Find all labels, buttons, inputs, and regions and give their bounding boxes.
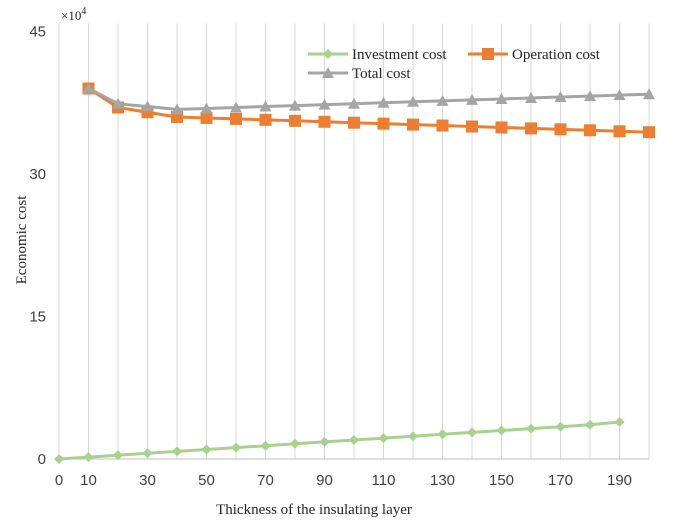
total-cost-point: [525, 92, 537, 103]
legend-item-total-cost: Total cost: [308, 66, 411, 82]
investment-cost-point: [83, 452, 94, 463]
total-cost-point: [407, 95, 419, 107]
total-cost-line: [87, 87, 650, 111]
y-tick-label: 15: [29, 309, 46, 326]
investment-cost-series: [54, 416, 625, 464]
x-axis-title: Thickness of the insulating layer: [216, 502, 412, 518]
x-tick-label: 30: [139, 472, 156, 489]
x-tick-label: 110: [372, 472, 396, 489]
total-cost-point: [171, 103, 183, 115]
x-tick-label: 170: [548, 472, 573, 489]
operation-cost-point: [318, 115, 331, 128]
x-tick-label: 150: [489, 472, 514, 489]
total-cost-point: [466, 93, 478, 105]
operation-cost-point: [613, 125, 626, 138]
operation-cost-point: [436, 119, 449, 132]
x-tick-label: 70: [257, 472, 274, 489]
operation-cost-point: [554, 123, 567, 136]
operation-cost-point: [230, 112, 242, 125]
investment-cost-point: [437, 429, 448, 440]
total-cost-point: [495, 92, 508, 104]
operation-cost-point: [259, 113, 272, 126]
total-cost-series: [82, 82, 655, 115]
operation-cost-point: [525, 122, 537, 135]
operation-cost-series: [82, 82, 655, 139]
total-cost-point: [613, 89, 626, 101]
total-cost-point: [584, 90, 596, 102]
y-multiplier-label: ×104: [61, 6, 86, 23]
investment-cost-point: [555, 421, 566, 432]
total-cost-point: [230, 101, 242, 113]
total-cost-point: [141, 100, 154, 112]
investment-cost-point: [201, 444, 212, 455]
investment-cost-point: [526, 423, 536, 434]
investment-cost-point: [142, 448, 153, 459]
legend: Investment cost Operation cost Total cost: [308, 47, 601, 82]
operation-cost-point: [377, 117, 390, 130]
investment-cost-point: [496, 425, 507, 436]
investment-cost-point: [260, 440, 271, 451]
total-cost-point: [377, 96, 390, 108]
investment-cost-point: [172, 446, 182, 457]
legend-label: Operation cost: [512, 47, 601, 63]
investment-cost-point: [349, 435, 359, 445]
operation-cost-point: [466, 120, 478, 133]
legend-swatch-marker: [482, 48, 494, 60]
total-cost-point: [259, 100, 272, 112]
y-axis-title: Economic cost: [14, 195, 30, 285]
series-layer: [54, 82, 655, 464]
x-tick-label: 90: [316, 472, 333, 489]
operation-cost-point: [348, 116, 360, 129]
operation-cost-point: [643, 126, 655, 139]
total-cost-point: [289, 99, 301, 111]
total-cost-point: [82, 82, 95, 94]
total-cost-point: [436, 94, 449, 106]
legend-swatch-marker: [323, 49, 333, 59]
investment-cost-point: [290, 438, 300, 449]
operation-cost-point: [289, 114, 301, 127]
investment-cost-point: [231, 442, 241, 453]
x-tick-label: 50: [198, 472, 215, 489]
legend-label: Total cost: [352, 66, 411, 82]
x-tick-label: 0: [55, 472, 63, 489]
y-tick-label: 45: [29, 24, 46, 41]
investment-cost-point: [113, 450, 123, 461]
x-tick-label: 10: [80, 472, 97, 489]
legend-swatch-marker: [322, 67, 334, 78]
x-tick-labels: 0 10 30 50 70 90 110 130 150 170 190: [55, 472, 632, 489]
y-tick-label: 0: [38, 451, 46, 468]
investment-cost-point: [585, 419, 595, 430]
legend-label: Investment cost: [352, 47, 447, 63]
investment-cost-point: [54, 454, 64, 464]
legend-item-operation-cost: Operation cost: [468, 47, 601, 63]
x-tick-label: 190: [607, 472, 632, 489]
total-cost-point: [348, 97, 360, 109]
total-cost-point: [112, 97, 124, 109]
total-cost-point: [554, 91, 567, 103]
operation-cost-point: [407, 118, 419, 131]
total-cost-point: [200, 102, 213, 114]
investment-cost-point: [378, 433, 389, 444]
operation-cost-point: [584, 124, 596, 137]
y-tick-labels: 0 15 30 45: [29, 24, 46, 469]
total-cost-point: [643, 88, 655, 100]
operation-cost-point: [495, 121, 508, 134]
y-tick-label: 30: [29, 166, 46, 183]
legend-item-investment-cost: Investment cost: [308, 47, 447, 63]
investment-cost-point: [467, 427, 477, 438]
investment-cost-point: [319, 436, 330, 447]
total-cost-point: [318, 98, 331, 110]
investment-cost-point: [408, 431, 418, 442]
investment-cost-point: [614, 416, 625, 427]
gridlines: [58, 23, 650, 459]
x-tick-label: 130: [430, 472, 455, 489]
investment-cost-line: [58, 420, 620, 461]
operation-cost-point: [200, 111, 213, 124]
